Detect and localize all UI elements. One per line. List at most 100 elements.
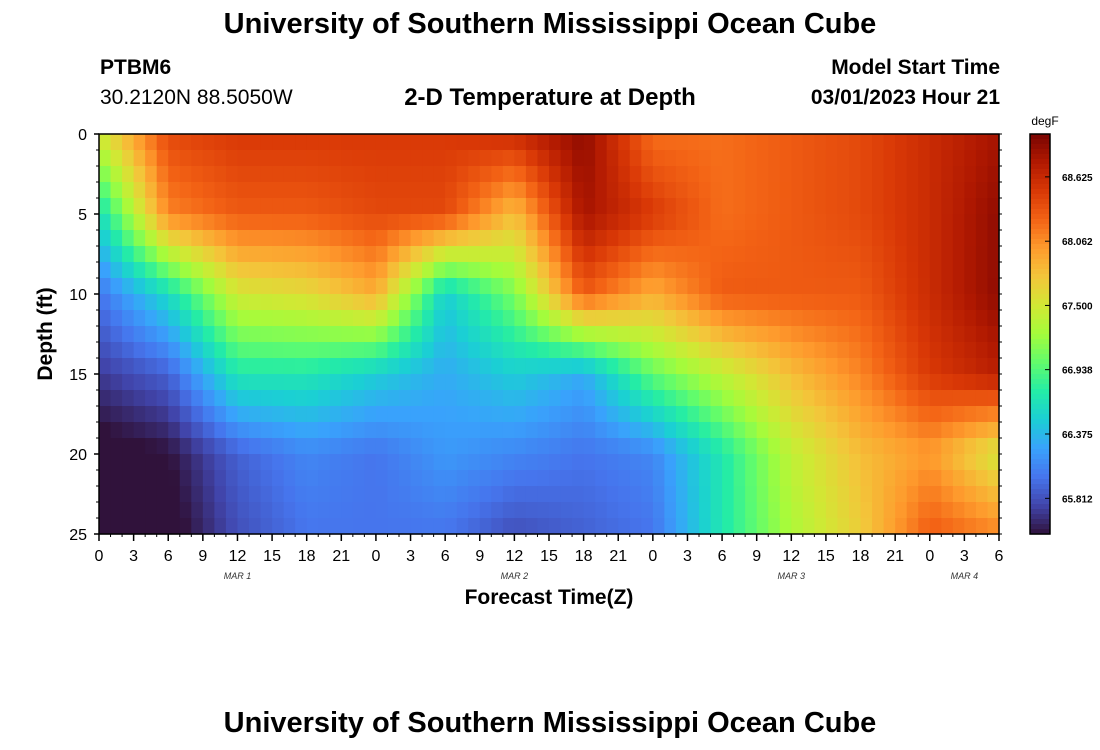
heatmap-cell [445,358,458,375]
heatmap-cell [883,246,896,263]
heatmap-cell [145,374,158,391]
heatmap-cell [410,486,423,503]
heatmap-cell [502,278,515,295]
heatmap-cell [491,422,504,439]
heatmap-cell [99,422,112,439]
heatmap-cell [491,342,504,359]
heatmap-cell [883,358,896,375]
heatmap-cell [99,406,112,423]
heatmap-cell [122,166,135,183]
heatmap-cell [433,454,446,471]
heatmap-cell [549,390,562,407]
heatmap-cell [410,278,423,295]
heatmap-cell [202,470,215,487]
heatmap-cell [918,214,931,231]
heatmap-cell [491,486,504,503]
heatmap-cell [122,342,135,359]
heatmap-cell [514,294,527,311]
heatmap-cell [779,358,792,375]
heatmap-cell [583,230,596,247]
heatmap-cell [791,374,804,391]
heatmap-cell [329,182,342,199]
heatmap-cell [687,150,700,167]
heatmap-cell [422,294,435,311]
heatmap-cell [456,454,469,471]
heatmap-cell [595,246,608,263]
heatmap-cell [952,294,965,311]
y-tick-label: 15 [69,367,87,384]
heatmap-cell [941,262,954,279]
heatmap-cell [756,518,769,535]
heatmap-cell [825,198,839,215]
heatmap-cell [295,470,308,487]
heatmap-cell [191,230,204,247]
heatmap-cell [641,214,654,231]
heatmap-cell [779,486,792,503]
heatmap-cell [399,390,412,407]
heatmap-cell [652,278,665,295]
colorbar-segment [1030,489,1050,495]
heatmap-cell [572,294,585,311]
heatmap-cell [975,262,989,279]
heatmap-cell [179,454,192,471]
heatmap-cell [745,214,758,231]
heatmap-cell [987,134,1000,151]
heatmap-cell [491,358,504,375]
heatmap-cell [479,246,492,263]
x-tick-label: 3 [406,548,415,565]
heatmap-cell [283,166,296,183]
heatmap-cell [849,294,862,311]
heatmap-cell [687,422,700,439]
heatmap-cell [399,470,412,487]
heatmap-cell [249,166,262,183]
heatmap-cell [825,310,839,327]
heatmap-cell [860,150,873,167]
heatmap-cell [595,326,608,343]
heatmap-cell [156,294,169,311]
colorbar-tick-label: 66.938 [1062,366,1093,377]
heatmap-cell [952,214,965,231]
heatmap-cell [249,406,262,423]
heatmap-cell [560,262,573,279]
heatmap-cell [583,246,596,263]
heatmap-cell [179,246,192,263]
heatmap-cell [791,214,804,231]
heatmap-cell [860,502,873,519]
heatmap-cell [929,294,942,311]
heatmap-cell [283,422,296,439]
heatmap-cell [802,294,815,311]
heatmap-cell [306,246,319,263]
heatmap-cell [410,518,423,535]
heatmap-cell [433,374,446,391]
heatmap-cell [745,294,758,311]
heatmap-cell [537,214,550,231]
heatmap-cell [502,182,515,199]
heatmap-cell [306,470,319,487]
heatmap-cell [168,294,181,311]
heatmap-cell [641,182,654,199]
heatmap-cell [352,438,365,455]
heatmap-cell [606,134,619,151]
heatmap-cell [883,374,896,391]
heatmap-cell [560,166,573,183]
colorbar-segment [1030,189,1050,195]
heatmap-cell [537,358,550,375]
heatmap-cell [664,150,677,167]
heatmap-cell [468,262,481,279]
heatmap-cell [768,310,781,327]
heatmap-cell [595,502,608,519]
heatmap-cell [825,134,839,151]
heatmap-cell [825,390,839,407]
heatmap-cell [572,390,585,407]
heatmap-cell [306,454,319,471]
heatmap-cell [618,134,631,151]
heatmap-cell [929,358,942,375]
heatmap-cell [941,438,954,455]
heatmap-cell [745,182,758,199]
heatmap-cell [468,294,481,311]
heatmap-cell [387,390,400,407]
heatmap-cell [906,374,919,391]
heatmap-cell [387,246,400,263]
heatmap-cell [802,150,815,167]
colorbar-segment [1030,354,1050,360]
